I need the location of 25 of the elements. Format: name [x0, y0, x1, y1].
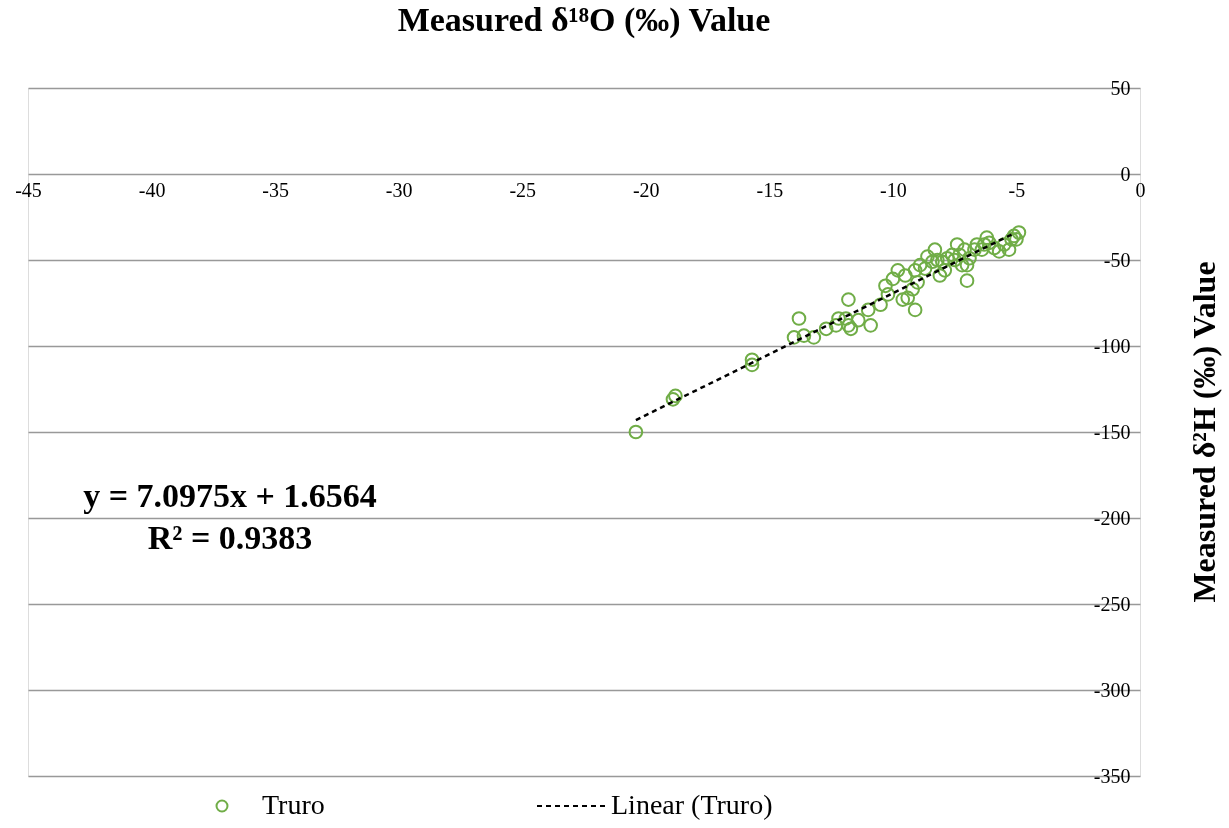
x-tick-label: 0 [1135, 178, 1146, 201]
x-tick-label: -45 [15, 178, 42, 201]
x-tick-label: -25 [509, 178, 537, 201]
x-tick-label: -10 [880, 178, 907, 201]
y-tick-label: -50 [1103, 248, 1131, 271]
legend-label: Linear (Truro) [611, 789, 773, 820]
x-tick-label: -30 [385, 178, 413, 201]
x-tick-label: -20 [632, 178, 660, 201]
x-tick-label: -5 [1008, 178, 1026, 201]
legend-label: Truro [262, 789, 325, 820]
annotation: y = 7.0975x + 1.6564 [83, 477, 377, 514]
y-tick-label: -100 [1093, 334, 1131, 357]
y-tick-label: -300 [1093, 678, 1131, 701]
y-tick-label: 50 [1110, 76, 1131, 99]
annotation: R² = 0.9383 [147, 519, 313, 556]
y-tick-label: -250 [1093, 592, 1131, 615]
x-tick-label: -40 [138, 178, 166, 201]
x-tick-label: -15 [756, 178, 784, 201]
x-axis-title: Measured δ¹⁸O (‰) Value [397, 1, 771, 39]
y-tick-label: 0 [1120, 162, 1131, 185]
y-tick-label: -200 [1093, 506, 1131, 529]
y-tick-label: -150 [1093, 420, 1131, 443]
y-tick-label: -350 [1093, 764, 1131, 787]
y-axis-title: Measured δ²H (‰) Value [1186, 261, 1222, 603]
x-tick-label: -35 [262, 178, 289, 201]
